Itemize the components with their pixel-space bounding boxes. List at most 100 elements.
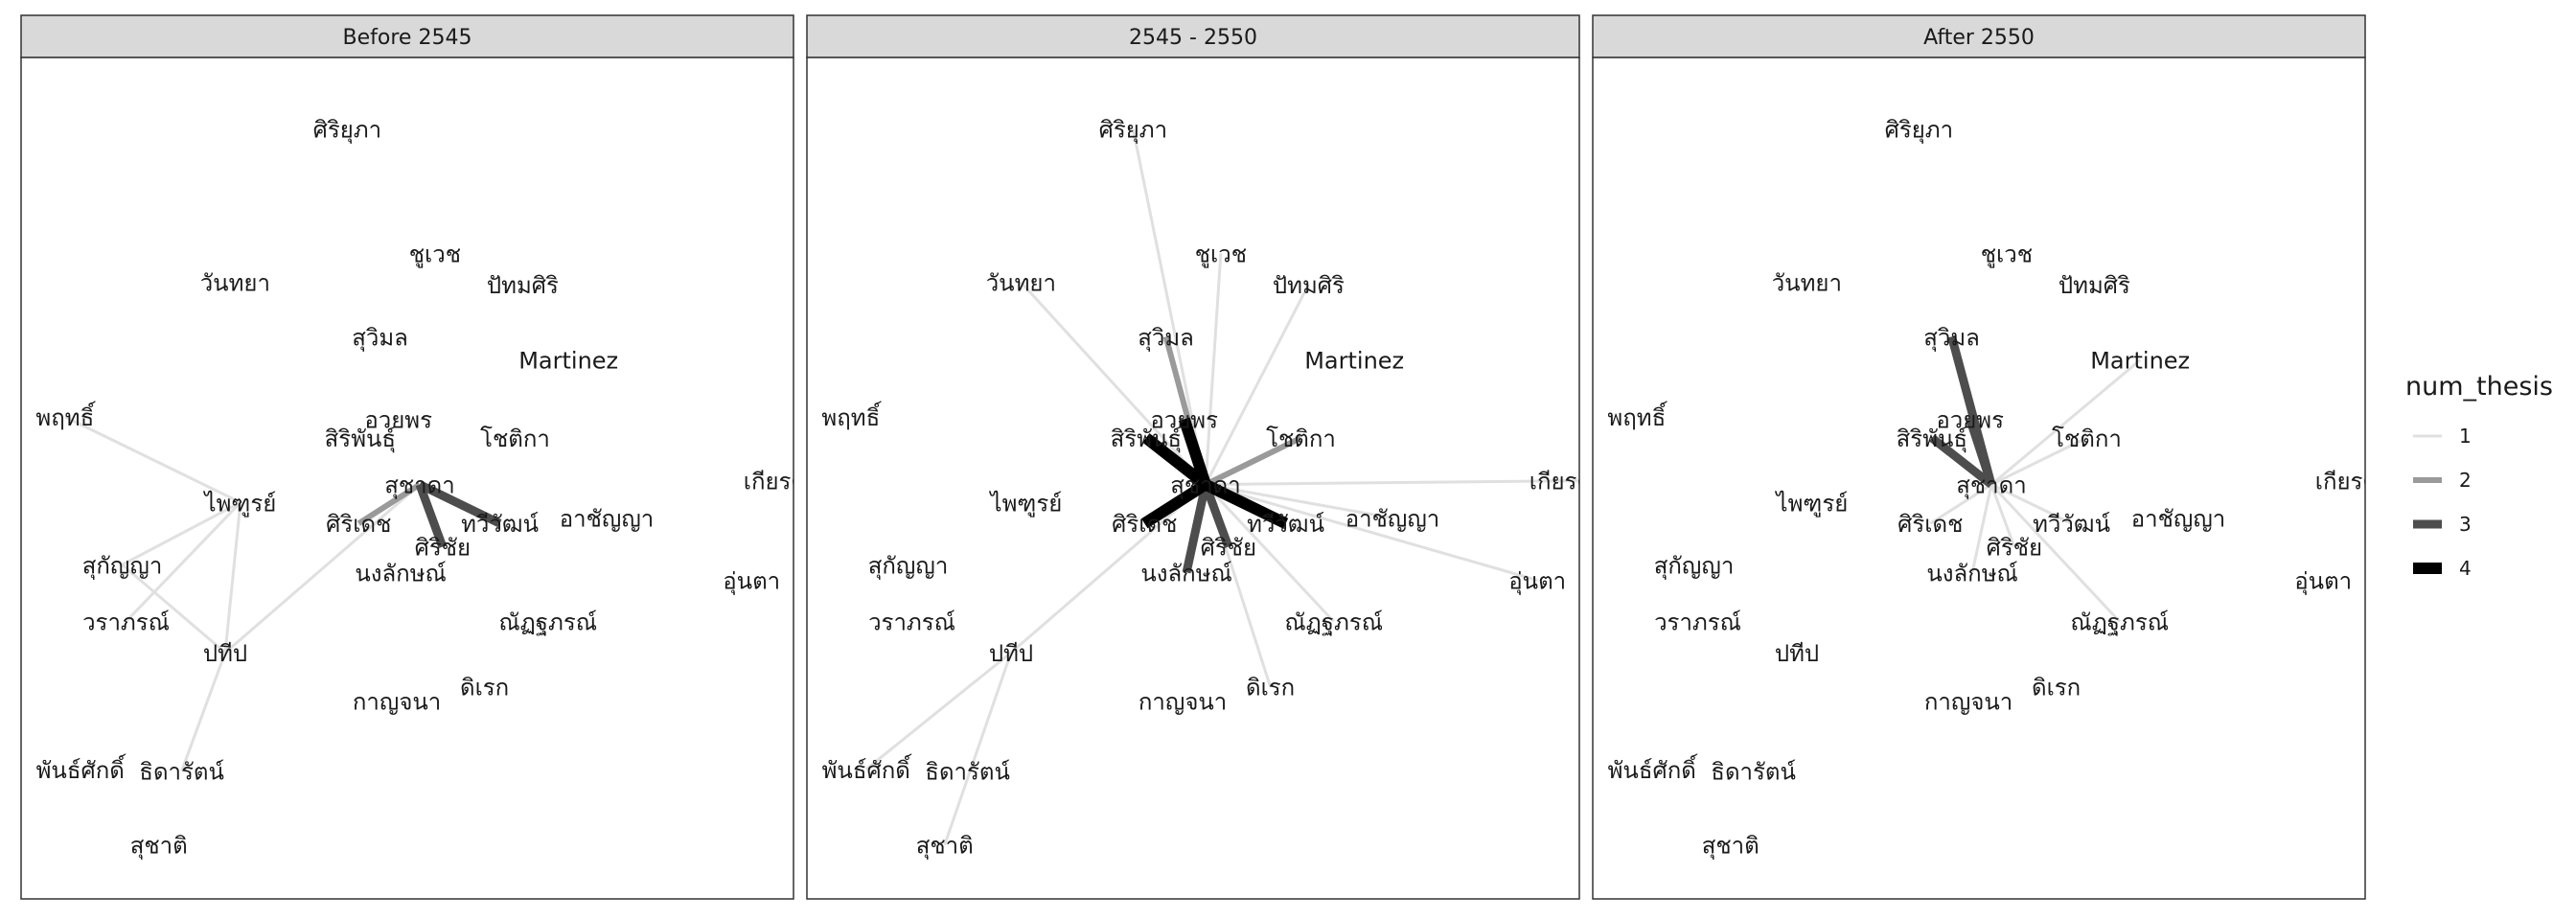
node-label: อุ่นตา bbox=[1508, 568, 1566, 596]
node-label: วราภรณ์ bbox=[868, 610, 955, 636]
node-label: ปัทมศิริ bbox=[1273, 272, 1345, 299]
network-edge bbox=[1970, 484, 1993, 573]
network-edge bbox=[125, 501, 242, 623]
node-label: ศิริยุภา bbox=[313, 117, 381, 145]
node-label: วันทยา bbox=[1772, 270, 1842, 297]
node-label: สุวิมล bbox=[352, 324, 408, 352]
network-edge bbox=[223, 483, 421, 655]
facet-strip-label: Before 2545 bbox=[343, 26, 472, 50]
node-label: ศิริเดช bbox=[326, 511, 391, 538]
node-label: พันธ์ศักดิ์ bbox=[36, 753, 127, 784]
node-label: ชูเวช bbox=[409, 241, 461, 268]
node-label: สุชาติ bbox=[916, 833, 974, 861]
node-label: ณัฏฐภรณ์ bbox=[2070, 610, 2169, 636]
legend-label: 3 bbox=[2459, 513, 2472, 536]
node-label: สุชาดา bbox=[1956, 472, 2026, 500]
node-label: ดิเรก bbox=[2032, 675, 2081, 702]
node-label: ทวีวัฒน์ bbox=[461, 511, 539, 538]
network-edge bbox=[1205, 483, 1538, 582]
node-label: สุชาดา bbox=[1170, 472, 1240, 500]
legend-label: 4 bbox=[2459, 557, 2472, 580]
node-label: ทวีวัฒน์ bbox=[2033, 511, 2110, 538]
node-label: ศิริเดช bbox=[1112, 511, 1177, 538]
node-label: อุ่นตา bbox=[2294, 568, 2352, 596]
network-edge bbox=[1205, 479, 1579, 487]
node-label: ทวีวัฒน์ bbox=[1247, 511, 1324, 538]
network-edge bbox=[1020, 281, 1208, 486]
node-label: อุ่นตา bbox=[723, 568, 780, 596]
legend-title: num_thesis bbox=[2405, 372, 2553, 402]
node-label: Martinez bbox=[1304, 348, 1404, 375]
network-edge bbox=[864, 651, 1012, 770]
node-label: ศิริยุภา bbox=[1885, 117, 1953, 145]
network-edge bbox=[417, 480, 502, 528]
node-label: วันทยา bbox=[986, 270, 1056, 297]
legend-label: 1 bbox=[2459, 425, 2472, 448]
node-label: สิริพันธุ์ bbox=[1111, 426, 1182, 453]
node-label: ธิดารัตน์ bbox=[925, 758, 1010, 785]
facet-strip-label: 2545 - 2550 bbox=[1129, 26, 1257, 50]
node-label: ธิดารัตน์ bbox=[139, 758, 224, 785]
node-label: Martinez bbox=[2090, 348, 2190, 375]
network-edge bbox=[415, 483, 448, 549]
node-label: เกียรติวรร bbox=[1530, 469, 1630, 495]
node-label: สุกัญญา bbox=[82, 552, 163, 580]
node-label: สุชาติ bbox=[130, 833, 188, 861]
node-label: พันธ์ศักดิ์ bbox=[1608, 753, 1699, 784]
node-label: พฤทธิ์ bbox=[35, 401, 96, 431]
node-label: อวยพร bbox=[1150, 406, 1218, 433]
network-edge bbox=[180, 652, 227, 771]
network-edge bbox=[121, 564, 226, 655]
network-edge bbox=[1929, 434, 1994, 489]
network-edge bbox=[1929, 483, 1992, 525]
node-label: สุกัญญา bbox=[1654, 552, 1735, 580]
node-label: ศิริยุภา bbox=[1099, 117, 1167, 145]
node-label: อาชัญญา bbox=[2131, 506, 2226, 533]
node-label: ปทีป bbox=[203, 640, 247, 667]
network-edge bbox=[1990, 483, 2073, 525]
network-edge bbox=[1204, 435, 1302, 488]
network-edge bbox=[1142, 433, 1209, 490]
network-edge bbox=[1203, 479, 1289, 529]
node-label: อวยพร bbox=[364, 406, 432, 433]
network-edge bbox=[1205, 483, 1393, 520]
node-label: Martinez bbox=[518, 348, 618, 375]
node-label: สุวิมล bbox=[1923, 324, 1980, 352]
network-edge bbox=[1204, 253, 1223, 485]
node-label: สุชาดา bbox=[384, 472, 454, 500]
node-label: วันทยา bbox=[200, 270, 270, 297]
node-label: สุชาติ bbox=[1702, 833, 1760, 861]
network-edge bbox=[1178, 417, 1211, 487]
node-label: นงลักษณ์ bbox=[355, 560, 446, 586]
node-label: วราภรณ์ bbox=[82, 610, 170, 636]
node-label: เกียรติวรร bbox=[744, 469, 844, 495]
node-label: อาชัญญา bbox=[1346, 506, 1440, 533]
network-edge bbox=[1990, 484, 2016, 548]
node-label: ปทีป bbox=[989, 640, 1033, 667]
network-edge bbox=[1182, 483, 1210, 574]
node-label: อวยพร bbox=[1936, 406, 2004, 433]
node-label: กาญจนา bbox=[353, 688, 441, 715]
node-label: นงลักษณ์ bbox=[1140, 560, 1231, 586]
node-label: ปัทมศิริ bbox=[2058, 272, 2130, 299]
node-label: ศิริชัย bbox=[1987, 535, 2042, 562]
facet-strip bbox=[20, 14, 794, 58]
node-label: ศิริชัย bbox=[415, 535, 471, 562]
network-edge bbox=[1990, 483, 2121, 623]
node-label: เกียรติวรร bbox=[2315, 469, 2416, 495]
node-label: ณัฏฐภรณ์ bbox=[498, 610, 597, 636]
facet-strip bbox=[1592, 14, 2366, 58]
facet-plot-area bbox=[20, 57, 794, 900]
node-label: พันธ์ศักดิ์ bbox=[822, 753, 913, 784]
node-label: ณัฏฐภรณ์ bbox=[1284, 610, 1383, 636]
network-edge bbox=[1131, 128, 1208, 485]
network-edge bbox=[223, 502, 242, 654]
node-label: พฤทธิ์ bbox=[821, 401, 882, 431]
node-label: ปทีป bbox=[1775, 640, 1819, 667]
network-edge bbox=[1966, 418, 1996, 487]
node-label: กาญจนา bbox=[1924, 688, 2012, 715]
